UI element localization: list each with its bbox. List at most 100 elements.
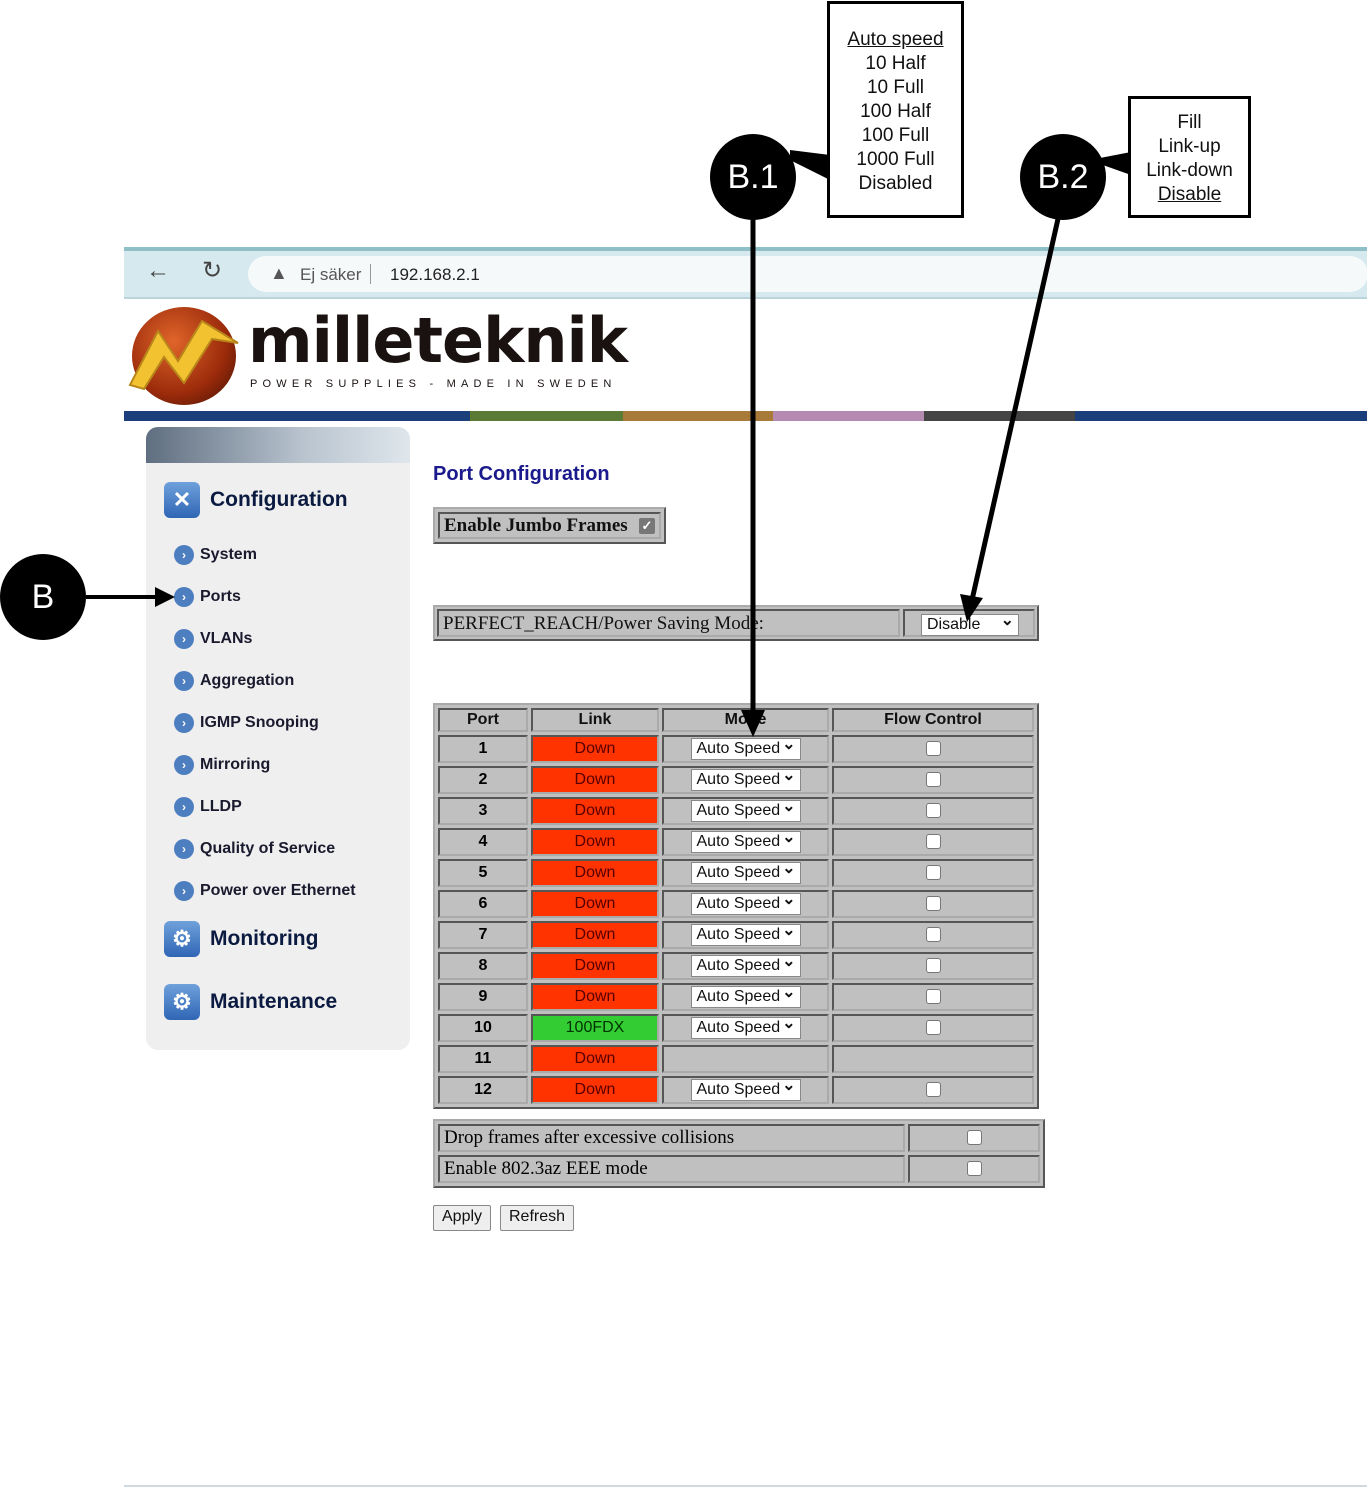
mode-select[interactable]: Auto Speed (690, 890, 801, 915)
flow-control-checkbox[interactable] (925, 989, 941, 1005)
annotation-b: B (0, 554, 86, 640)
chevron-bullet-icon: › (174, 587, 194, 607)
callout-option: Link-down (1146, 160, 1233, 181)
port-row: 6 Down Auto Speed (438, 890, 1034, 918)
mode-cell: Auto Speed (662, 766, 829, 794)
logo-name: milleteknik (248, 304, 628, 377)
flow-control-checkbox[interactable] (925, 865, 941, 881)
bottom-divider (124, 1485, 1367, 1487)
item-label: Aggregation (200, 672, 295, 689)
sidebar-item-mirroring[interactable]: › Mirroring (174, 755, 270, 775)
port-row: 10 100FDX Auto Speed (438, 1014, 1034, 1042)
port-number: 12 (438, 1076, 528, 1104)
arrow-b2 (969, 209, 1063, 601)
refresh-button[interactable]: Refresh (500, 1205, 575, 1231)
flow-control-checkbox[interactable] (925, 958, 941, 974)
sidebar-item-qos[interactable]: › Quality of Service (174, 839, 335, 859)
flow-control-cell (832, 735, 1034, 763)
sidebar-item-poe[interactable]: › Power over Ethernet (174, 881, 356, 901)
callout-option: 100 Full (861, 125, 930, 146)
link-status: Down (531, 766, 659, 794)
flow-control-cell (832, 890, 1034, 918)
reload-icon[interactable]: ↻ (202, 257, 223, 284)
mode-cell: Auto Speed (662, 797, 829, 825)
flow-control-checkbox[interactable] (925, 834, 941, 850)
mode-select[interactable]: Auto Speed (690, 735, 801, 760)
link-status: 100FDX (531, 1014, 659, 1042)
apply-button[interactable]: Apply (433, 1205, 492, 1231)
mode-select[interactable]: Auto Speed (690, 859, 801, 884)
mode-select[interactable]: Auto Speed (690, 828, 801, 853)
mode-select[interactable]: Auto Speed (690, 921, 801, 946)
mode-cell: Auto Speed (662, 983, 829, 1011)
jumbo-frames-label: Enable Jumbo Frames (444, 514, 628, 536)
callout-option: Link-up (1158, 136, 1221, 157)
flow-control-checkbox[interactable] (925, 1020, 941, 1036)
back-arrow-icon[interactable]: ← (146, 257, 170, 284)
callout-b1-options: Auto speed 10 Half 10 Full 100 Half 100 … (827, 1, 964, 218)
not-secure-label: Ej säker (300, 265, 362, 284)
port-number: 9 (438, 983, 528, 1011)
sidebar-section-maintenance[interactable]: ⚙ Maintenance (164, 984, 337, 1020)
flow-control-checkbox[interactable] (925, 803, 941, 819)
warning-triangle-icon: ▲ (270, 263, 288, 283)
mode-cell: Auto Speed (662, 735, 829, 763)
sidebar-item-vlans[interactable]: › VLANs (174, 629, 252, 649)
port-number: 3 (438, 797, 528, 825)
sidebar-item-igmp-snooping[interactable]: › IGMP Snooping (174, 713, 319, 733)
chevron-bullet-icon: › (174, 797, 194, 817)
port-number: 8 (438, 952, 528, 980)
browser-toolbar: ← ↻ ▲ Ej säker 192.168.2.1 (124, 247, 1367, 299)
port-number: 11 (438, 1045, 528, 1073)
sidebar-item-ports[interactable]: › Ports (174, 587, 241, 607)
option-cell (908, 1155, 1040, 1183)
chevron-bullet-icon: › (174, 755, 194, 775)
mode-select[interactable]: Auto Speed (690, 1014, 801, 1039)
sidebar-item-system[interactable]: › System (174, 545, 257, 565)
mode-cell: Auto Speed (662, 921, 829, 949)
section-label: Configuration (210, 488, 348, 511)
sidebar-section-monitoring[interactable]: ⚙ Monitoring (164, 921, 318, 957)
mode-select[interactable]: Auto Speed (690, 766, 801, 791)
flow-control-checkbox[interactable] (925, 741, 941, 757)
port-row: 3 Down Auto Speed (438, 797, 1034, 825)
mode-cell: Auto Speed (662, 1076, 829, 1104)
chevron-bullet-icon: › (174, 629, 194, 649)
mode-cell: Auto Speed (662, 890, 829, 918)
power-saving-row: PERFECT_REACH/Power Saving Mode: Disable (433, 605, 1039, 641)
mode-select[interactable]: Auto Speed (690, 797, 801, 822)
sidebar-section-configuration[interactable]: ✕ Configuration (164, 482, 348, 518)
flow-control-checkbox[interactable] (925, 927, 941, 943)
chevron-bullet-icon: › (174, 839, 194, 859)
sidebar: ✕ Configuration › System › Ports › VLANs › Ag… (146, 427, 410, 1050)
port-number: 1 (438, 735, 528, 763)
mode-select[interactable]: Auto Speed (690, 952, 801, 977)
callout-option: Fill (1177, 112, 1202, 133)
link-status: Down (531, 797, 659, 825)
link-status: Down (531, 1045, 659, 1073)
flow-control-checkbox[interactable] (925, 1082, 941, 1098)
jumbo-frames-checkbox[interactable]: ✓ (639, 517, 655, 534)
address-bar[interactable]: ▲ Ej säker 192.168.2.1 (248, 256, 1367, 292)
url-text[interactable]: 192.168.2.1 (390, 265, 480, 284)
eee-mode-checkbox[interactable] (966, 1161, 982, 1177)
callout-option: Disable (1157, 184, 1222, 205)
arrowhead-b (155, 587, 175, 607)
callout-option: 10 Full (866, 77, 925, 98)
drop-frames-checkbox[interactable] (966, 1130, 982, 1146)
sidebar-item-aggregation[interactable]: › Aggregation (174, 671, 294, 691)
flow-control-checkbox[interactable] (925, 772, 941, 788)
header-link: Link (531, 708, 659, 732)
monitoring-icon: ⚙ (164, 921, 200, 957)
port-row: 11 Down (438, 1045, 1034, 1073)
tools-icon: ✕ (164, 482, 200, 518)
mode-select[interactable]: Auto Speed (690, 1076, 801, 1101)
callout-tail-b1 (790, 150, 830, 180)
logo: milleteknik POWER SUPPLIES - MADE IN SWE… (128, 303, 628, 408)
flow-control-checkbox[interactable] (925, 896, 941, 912)
sidebar-item-lldp[interactable]: › LLDP (174, 797, 242, 817)
mode-select[interactable]: Auto Speed (690, 983, 801, 1008)
flow-control-cell (832, 859, 1034, 887)
port-row: 1 Down Auto Speed (438, 735, 1034, 763)
